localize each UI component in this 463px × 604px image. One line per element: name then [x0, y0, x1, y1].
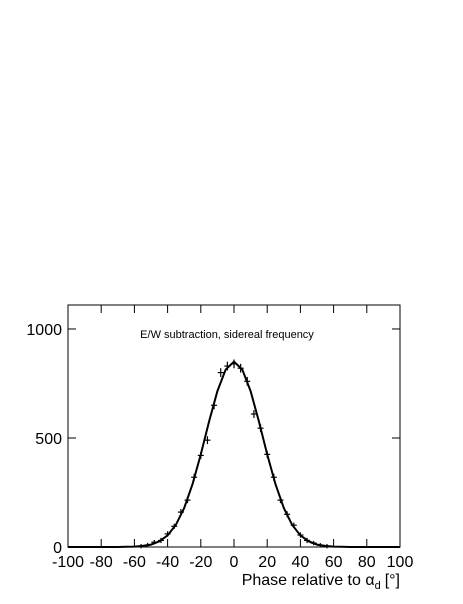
plot-frame	[67, 304, 401, 548]
x-tick-label: -40	[156, 554, 179, 571]
x-tick-label: 60	[325, 554, 343, 571]
x-label-subscript: d	[375, 580, 381, 592]
x-tick-label: -80	[90, 554, 113, 571]
x-tick-label: 40	[292, 554, 310, 571]
fit-line	[68, 360, 400, 548]
x-tick-label: -20	[189, 554, 212, 571]
y-tick-label: 500	[35, 431, 62, 448]
y-tick-label: 1000	[26, 322, 62, 339]
x-tick-label: 80	[358, 554, 376, 571]
annotation: E/W subtraction, sidereal frequency	[140, 329, 314, 341]
x-tick-label: 100	[387, 554, 414, 571]
x-tick-label: -100	[52, 554, 84, 571]
x-tick-label: 0	[230, 554, 239, 571]
x-label-suffix: [°]	[385, 572, 400, 589]
x-tick-label: -60	[123, 554, 146, 571]
x-axis-label: Phase relative to αd [°]	[242, 572, 400, 592]
x-tick-label: 20	[258, 554, 276, 571]
x-label-text: Phase relative to α	[242, 572, 375, 589]
y-tick-label: 0	[53, 540, 62, 557]
